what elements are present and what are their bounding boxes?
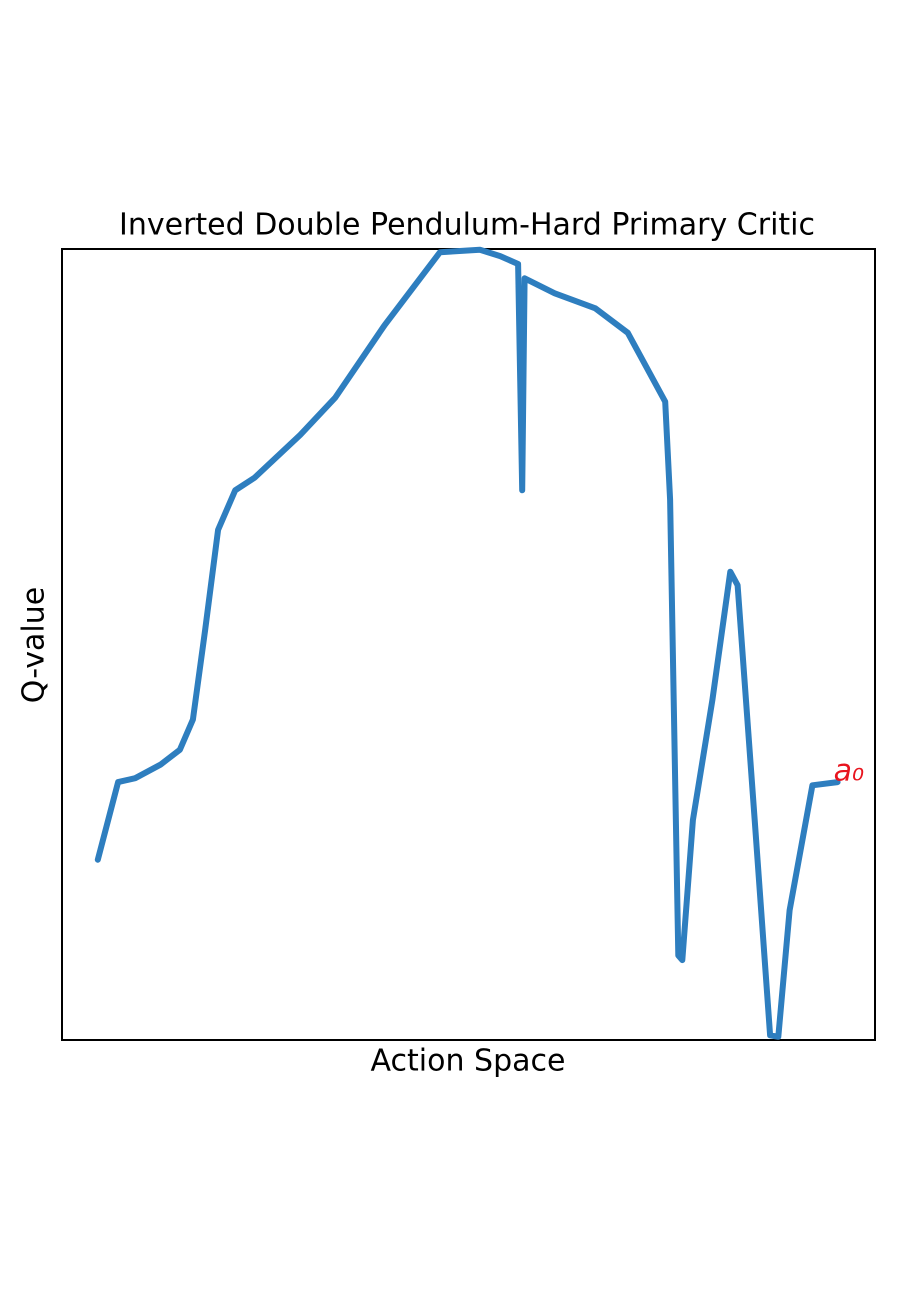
x-axis-label: Action Space — [371, 1044, 566, 1079]
plot-frame — [61, 248, 876, 1041]
data-line — [94, 246, 841, 1040]
chart-title: Inverted Double Pendulum-Hard Primary Cr… — [119, 208, 815, 243]
annotation: a₀ — [834, 754, 864, 789]
y-axis-label: Q-value — [17, 587, 52, 703]
